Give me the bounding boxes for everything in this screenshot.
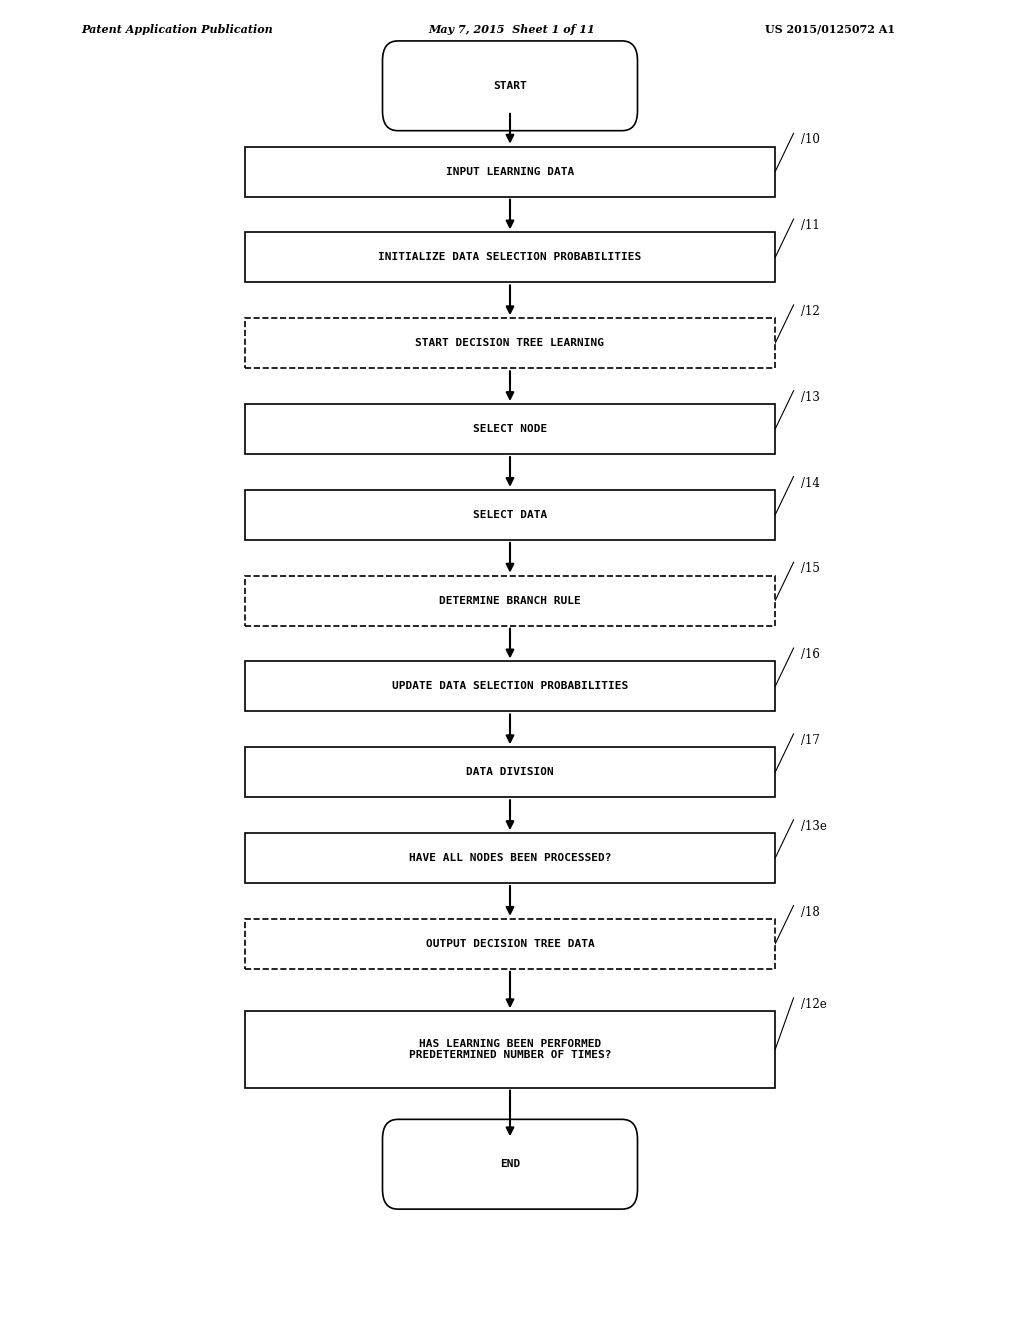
FancyBboxPatch shape <box>245 833 774 883</box>
Text: END: END <box>499 1159 520 1170</box>
Text: START DECISION TREE LEARNING: START DECISION TREE LEARNING <box>415 338 604 348</box>
Text: HAVE ALL NODES BEEN PROCESSED?: HAVE ALL NODES BEEN PROCESSED? <box>409 853 610 863</box>
Text: /18: /18 <box>800 906 818 919</box>
Text: /15: /15 <box>800 562 819 576</box>
Text: UPDATE DATA SELECTION PROBABILITIES: UPDATE DATA SELECTION PROBABILITIES <box>391 681 628 692</box>
Text: DETERMINE BRANCH RULE: DETERMINE BRANCH RULE <box>439 595 580 606</box>
FancyBboxPatch shape <box>245 147 774 197</box>
Text: Patent Application Publication: Patent Application Publication <box>82 24 273 36</box>
FancyBboxPatch shape <box>245 232 774 282</box>
FancyBboxPatch shape <box>245 661 774 711</box>
Text: /12: /12 <box>800 305 818 318</box>
FancyBboxPatch shape <box>245 490 774 540</box>
Text: /12e: /12e <box>800 998 825 1011</box>
FancyBboxPatch shape <box>382 41 637 131</box>
Text: /14: /14 <box>800 477 819 490</box>
FancyBboxPatch shape <box>245 919 774 969</box>
Text: INPUT LEARNING DATA: INPUT LEARNING DATA <box>445 166 574 177</box>
Text: FIG. 1: FIG. 1 <box>477 63 542 82</box>
Text: SELECT DATA: SELECT DATA <box>473 510 546 520</box>
Text: /17: /17 <box>800 734 819 747</box>
Text: INITIALIZE DATA SELECTION PROBABILITIES: INITIALIZE DATA SELECTION PROBABILITIES <box>378 252 641 263</box>
Text: /16: /16 <box>800 648 819 661</box>
Text: US 2015/0125072 A1: US 2015/0125072 A1 <box>764 24 894 36</box>
FancyBboxPatch shape <box>245 576 774 626</box>
Text: SELECT NODE: SELECT NODE <box>473 424 546 434</box>
FancyBboxPatch shape <box>245 747 774 797</box>
Text: /10: /10 <box>800 133 819 147</box>
Text: START: START <box>492 81 527 91</box>
Text: DATA DIVISION: DATA DIVISION <box>466 767 553 777</box>
FancyBboxPatch shape <box>382 1119 637 1209</box>
Text: /13: /13 <box>800 391 819 404</box>
Text: May 7, 2015  Sheet 1 of 11: May 7, 2015 Sheet 1 of 11 <box>428 24 594 36</box>
Text: HAS LEARNING BEEN PERFORMED
PREDETERMINED NUMBER OF TIMES?: HAS LEARNING BEEN PERFORMED PREDETERMINE… <box>409 1039 610 1060</box>
FancyBboxPatch shape <box>245 318 774 368</box>
Text: /11: /11 <box>800 219 818 232</box>
Text: /13e: /13e <box>800 820 825 833</box>
FancyBboxPatch shape <box>245 1011 774 1088</box>
FancyBboxPatch shape <box>245 404 774 454</box>
Text: OUTPUT DECISION TREE DATA: OUTPUT DECISION TREE DATA <box>425 939 594 949</box>
